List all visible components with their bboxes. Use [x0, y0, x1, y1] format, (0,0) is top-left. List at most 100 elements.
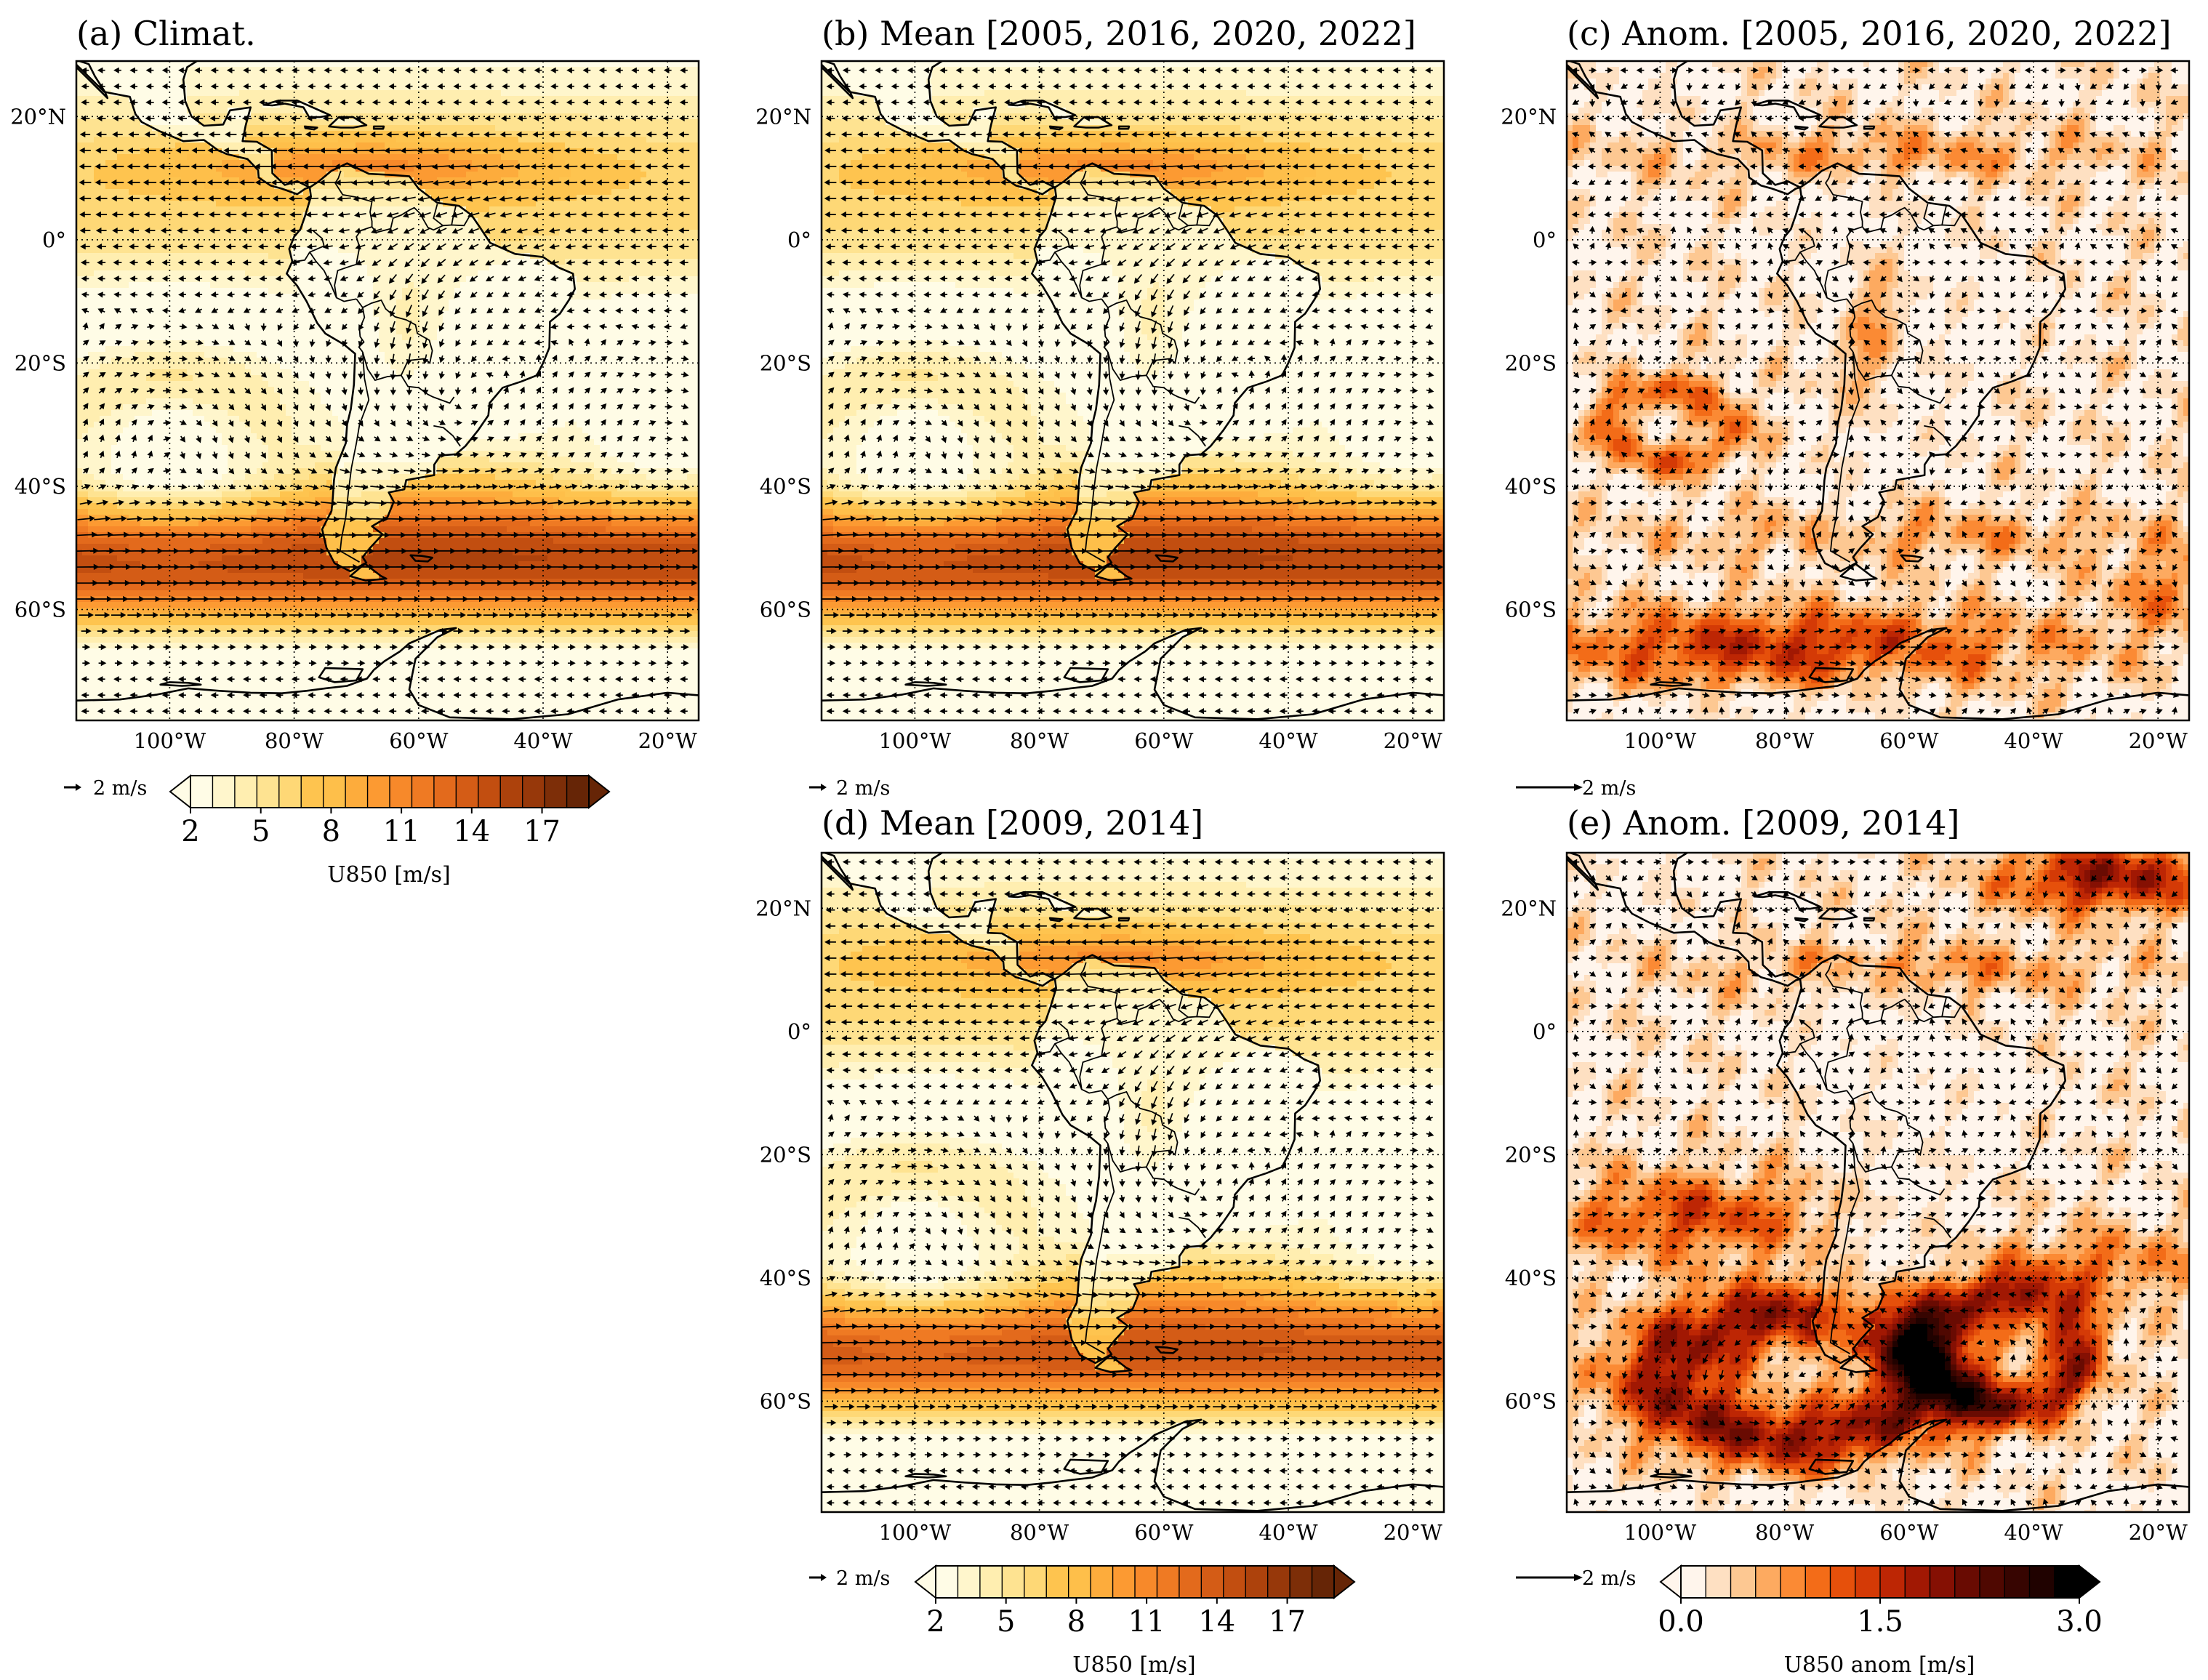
- colorbar-swatch: [1267, 1566, 1290, 1598]
- colorbar-swatch: [1905, 1566, 1930, 1598]
- panel-e-gridlines: [1567, 853, 2189, 1512]
- colorbar-swatch: [2029, 1566, 2055, 1598]
- panel-c-wind-vectors: [1571, 66, 2180, 715]
- colorbar-swatch: [257, 776, 280, 808]
- panel-b-ytick-label: 20°S: [760, 350, 811, 375]
- panel-e-ytick-label: 20°N: [1501, 896, 1557, 920]
- colorbar-swatch: [1781, 1566, 1806, 1598]
- colorbar-swatch: [1805, 1566, 1831, 1598]
- colorbar-swatch: [345, 776, 369, 808]
- colorbar-speed-d: 2 5 8 11 14 17: [914, 1564, 1356, 1639]
- colorbar-swatch: [278, 776, 302, 808]
- colorbar-swatch: [500, 776, 523, 808]
- ref-vector-d-label: 2 m/s: [836, 1567, 890, 1590]
- panel-a-ytick-label: 40°S: [15, 474, 66, 499]
- panel-d-title: (d) Mean [2009, 2014]: [822, 803, 1203, 843]
- ref-vector-a: 2 m/s: [64, 777, 147, 800]
- panel-e-wind-vectors: [1571, 859, 2180, 1506]
- panel-c-xtick-label: 20°W: [2129, 728, 2188, 753]
- colorbar-swatch: [234, 776, 257, 808]
- panel-d-tick-labels: 100°W 80°W 60°W 40°W 20°W 20°N 0° 20°S 40°S 60°S: [755, 896, 1442, 1545]
- panel-c-xtick-label: 40°W: [2004, 728, 2063, 753]
- panel-c-ytick-label: 20°N: [1501, 104, 1557, 129]
- colorbar-tick-label: 8: [1067, 1605, 1085, 1639]
- panel-b-xtick-label: 20°W: [1384, 728, 1442, 753]
- colorbar-swatch: [1730, 1566, 1757, 1598]
- panel-b-frame: [820, 60, 1445, 722]
- panel-e-xtick-label: 60°W: [1879, 1520, 1938, 1545]
- colorbar-speed-a: 2 5 8 11 14 17: [169, 773, 611, 848]
- colorbar-swatch: [958, 1566, 981, 1598]
- panel-a-vector-arrows: [76, 67, 699, 715]
- panel-e-title: (e) Anom. [2009, 2014]: [1567, 803, 1959, 843]
- panel-d-ytick-label: 60°S: [760, 1388, 811, 1413]
- colorbar-tick-label: 0.0: [1658, 1605, 1704, 1639]
- panel-c-ytick-label: 20°S: [1505, 350, 1557, 375]
- colorbar-tick-label: 11: [383, 815, 420, 848]
- ref-vector-c-label: 2 m/s: [1582, 777, 1636, 800]
- colorbar-tick-label: 3.0: [2056, 1605, 2103, 1639]
- colorbar-swatch: [1312, 1566, 1335, 1598]
- panel-a-xtick-label: 80°W: [265, 728, 324, 753]
- colorbar-a-label: U850 [m/s]: [327, 862, 450, 888]
- colorbar-swatch: [1068, 1566, 1091, 1598]
- panel-a-ytick-label: 60°S: [15, 597, 66, 622]
- panel-b-ytick-label: 60°S: [760, 597, 811, 622]
- colorbar-swatch: [566, 776, 590, 808]
- panel-b-xtick-label: 40°W: [1258, 728, 1317, 753]
- colorbar-swatch: [1681, 1566, 1706, 1598]
- panel-a-map: 100°W 80°W 60°W 40°W 20°W 20°N 0° 20°S 40°S 60°S: [10, 60, 700, 753]
- colorbar-tick-label: 2: [181, 815, 199, 848]
- colorbar-swatch: [979, 1566, 1003, 1598]
- ref-vector-e-label: 2 m/s: [1582, 1567, 1636, 1590]
- panel-b-xtick-label: 60°W: [1134, 728, 1193, 753]
- panel-d-xtick-label: 100°W: [879, 1520, 952, 1545]
- colorbar-swatch: [1880, 1566, 1906, 1598]
- colorbar-tick-label: 5: [252, 815, 270, 848]
- panel-d-xtick-label: 60°W: [1134, 1520, 1193, 1545]
- colorbar-swatch: [1755, 1566, 1781, 1598]
- panel-a-frame: [75, 60, 700, 722]
- colorbar-swatch: [323, 776, 346, 808]
- colorbar-swatch: [212, 776, 236, 808]
- colorbar-tick-label: 8: [322, 815, 340, 848]
- panel-a-title: (a) Climat.: [76, 14, 256, 53]
- colorbar-tick-label: 17: [523, 815, 561, 848]
- panel-c-ytick-label: 0°: [1533, 228, 1557, 252]
- ref-vector-d: 2 m/s: [809, 1567, 890, 1590]
- panel-e-ytick-label: 40°S: [1505, 1266, 1557, 1290]
- panel-e-map: 100°W 80°W 60°W 40°W 20°W 20°N 0° 20°S 40°S 60°S: [1501, 851, 2191, 1545]
- panel-c-ytick-label: 60°S: [1505, 597, 1557, 622]
- ref-vector-b-label: 2 m/s: [836, 777, 890, 800]
- ref-vector-c: 2 m/s: [1516, 777, 1636, 800]
- colorbar-extend-max: [1333, 1564, 1356, 1600]
- panel-d-ytick-label: 0°: [787, 1019, 811, 1044]
- panel-c-vector-arrows: [1571, 66, 2180, 715]
- colorbar-swatch: [1024, 1566, 1047, 1598]
- colorbar-swatch: [1930, 1566, 1956, 1598]
- panel-b-coastlines: [822, 61, 1444, 720]
- panel-c-coastlines: [1567, 61, 2189, 720]
- colorbar-outline: [190, 775, 590, 808]
- colorbar-extend-min: [914, 1564, 936, 1600]
- panel-e-xtick-label: 100°W: [1624, 1520, 1697, 1545]
- panel-d-ytick-label: 40°S: [760, 1266, 811, 1290]
- colorbar-swatch: [1046, 1566, 1069, 1598]
- panel-d-wind-vectors: [822, 859, 1443, 1506]
- panel-d-ytick-label: 20°S: [760, 1142, 811, 1167]
- colorbar-swatch: [936, 1566, 958, 1598]
- colorbar-tick-label: 1.5: [1857, 1605, 1903, 1639]
- colorbar-extend-min: [1659, 1564, 1682, 1600]
- colorbar-swatch: [433, 776, 457, 808]
- colorbar-swatch: [522, 776, 545, 808]
- panel-c-gridlines: [1567, 61, 2189, 720]
- panel-e-vector-arrows: [1571, 859, 2180, 1506]
- panel-a-xtick-label: 100°W: [134, 728, 206, 753]
- colorbar-swatch: [412, 776, 435, 808]
- panel-a-xtick-label: 20°W: [638, 728, 697, 753]
- colorbar-tick-label: 2: [926, 1605, 944, 1639]
- ref-vector-e: 2 m/s: [1516, 1567, 1636, 1590]
- panel-b-ytick-label: 0°: [787, 228, 811, 252]
- colorbar-tick-label: 14: [1198, 1605, 1235, 1639]
- panel-c-frame: [1565, 60, 2191, 722]
